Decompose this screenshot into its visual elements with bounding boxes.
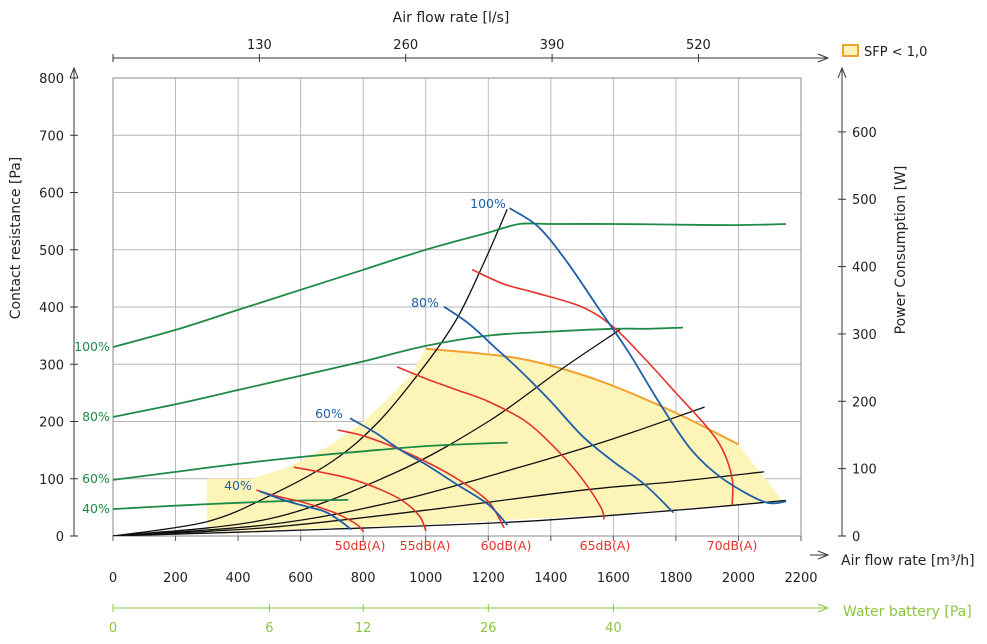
- curves: [113, 207, 787, 536]
- power-curve-label: 60%: [82, 471, 110, 486]
- y-tick-label: 100: [39, 473, 64, 488]
- legend-swatch: [842, 44, 859, 57]
- x-axis-title: Air flow rate [m³/h]: [841, 553, 975, 569]
- noise-curve-label: 60dB(A): [481, 538, 532, 553]
- y2-tick-label: 400: [852, 261, 877, 276]
- power-curve-label: 80%: [82, 409, 110, 424]
- y2-tick-label: 200: [852, 395, 877, 410]
- y-tick-label: 500: [39, 244, 64, 259]
- x-tick-label: 1000: [409, 571, 442, 586]
- x-tick-label: 2000: [722, 571, 755, 586]
- x-tick-label: 0: [109, 571, 117, 586]
- labels: Air flow rate [l/s] Air flow rate [m³/h] W…: [8, 10, 975, 620]
- sfp-region: [206, 347, 783, 532]
- fan-curve-label: 100%: [470, 196, 506, 211]
- noise-curve-3: [396, 366, 605, 520]
- x-tick-label: 1800: [659, 571, 692, 586]
- system-curve-0: [113, 209, 508, 536]
- power-curve-label: 40%: [82, 501, 110, 516]
- y-tick-label: 0: [56, 530, 64, 545]
- y2-axis-title: Power Consumption [W]: [893, 166, 909, 335]
- x-tick-label: 1600: [597, 571, 630, 586]
- y-tick-label: 200: [39, 416, 64, 431]
- fan-curve-label: 60%: [315, 406, 343, 421]
- x2-axis-title: Air flow rate [l/s]: [393, 10, 510, 26]
- top-tick-label: 130: [247, 38, 272, 53]
- x-tick-label: 800: [351, 571, 376, 586]
- power-curve-label: 100%: [74, 339, 110, 354]
- axes: 0 200 400 600 800 1000 1200 1400 1600 1800 2000 220…: [39, 38, 877, 636]
- noise-curve-1: [293, 466, 427, 532]
- y-tick-label: 700: [39, 129, 64, 144]
- x-axis-arrow: [817, 550, 830, 560]
- fan-curve-0: [509, 207, 787, 505]
- y-tick-label: 600: [39, 187, 64, 202]
- noise-curve-label: 70dB(A): [707, 538, 758, 553]
- power-curve-2: [113, 441, 508, 481]
- top-tick-label: 520: [686, 38, 711, 53]
- fan-curve-1: [443, 306, 674, 513]
- x-tick-label: 400: [226, 571, 251, 586]
- fan-curve-3: [259, 490, 352, 530]
- y2-tick-label: 500: [852, 193, 877, 208]
- water-tick-label: 0: [109, 621, 117, 636]
- water-axis-arrow: [817, 603, 830, 613]
- water-tick-label: 12: [355, 621, 372, 636]
- power-curve-3: [113, 499, 349, 510]
- y-tick-label: 800: [39, 72, 64, 87]
- power-curve-1: [113, 326, 684, 418]
- top-axis-arrow: [817, 53, 830, 63]
- water-tick-label: 40: [605, 621, 622, 636]
- left-axis-arrow: [69, 66, 79, 79]
- y-axis-title: Contact resistance [Pa]: [8, 157, 24, 319]
- noise-curve-label: 65dB(A): [580, 538, 631, 553]
- system-curve-2: [113, 406, 705, 536]
- fan-curve-label: 80%: [411, 295, 439, 310]
- top-tick-label: 390: [540, 38, 565, 53]
- sfp-area: [206, 348, 783, 532]
- water-axis-title: Water battery [Pa]: [843, 604, 972, 620]
- y2-tick-label: 0: [852, 530, 860, 545]
- noise-curve-4: [471, 269, 734, 506]
- y2-tick-label: 100: [852, 463, 877, 478]
- fan-curve-2: [349, 417, 508, 526]
- right-axis-arrow: [837, 66, 847, 79]
- y-tick-label: 300: [39, 358, 64, 373]
- water-tick-label: 26: [480, 621, 497, 636]
- fan-curve-label: 40%: [224, 478, 252, 493]
- legend-label: SFP < 1,0: [864, 45, 927, 60]
- x-tick-label: 200: [163, 571, 188, 586]
- y2-tick-label: 300: [852, 328, 877, 343]
- x-tick-label: 2200: [784, 571, 817, 586]
- top-tick-label: 260: [393, 38, 418, 53]
- noise-curve-0: [256, 489, 364, 533]
- x-tick-label: 1200: [472, 571, 505, 586]
- plot-frame: [112, 77, 802, 537]
- x-tick-label: 600: [288, 571, 313, 586]
- noise-curve-2: [337, 429, 505, 529]
- power-curve-0: [113, 222, 787, 348]
- y2-tick-label: 600: [852, 126, 877, 141]
- system-curve-1: [113, 329, 621, 536]
- water-tick-label: 6: [265, 621, 273, 636]
- x-tick-label: 1400: [534, 571, 567, 586]
- system-curve-3: [113, 471, 765, 536]
- noise-curve-label: 55dB(A): [400, 538, 451, 553]
- noise-curve-label: 50dB(A): [335, 538, 386, 553]
- y-tick-label: 400: [39, 301, 64, 316]
- sfp-boundary: [425, 347, 739, 446]
